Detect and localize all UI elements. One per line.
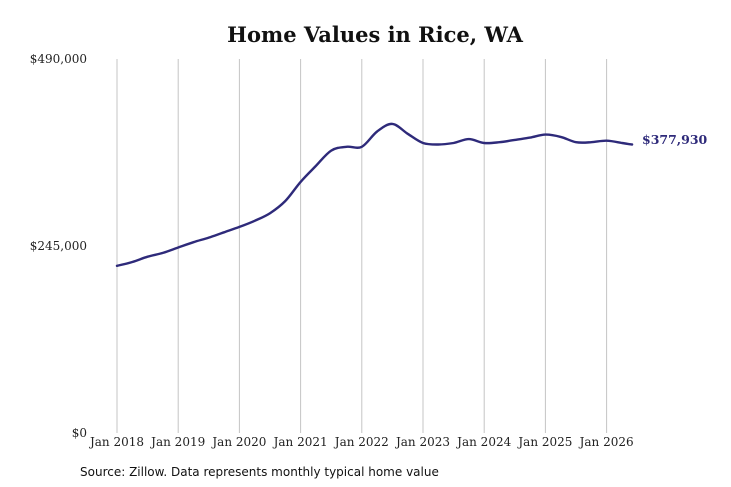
x-axis-tick-labels: Jan 2018 Jan 2019 Jan 2020 Jan 2021 Jan 2022… [88,435,634,449]
y-tick-label: $490,000 [30,52,87,66]
x-tick-label: Jan 2018 [88,435,144,449]
x-tick-label: Jan 2020 [210,435,266,449]
x-tick-label: Jan 2026 [578,435,634,449]
x-tick-label: Jan 2021 [272,435,328,449]
x-tick-label: Jan 2022 [333,435,389,449]
source-note: Source: Zillow. Data represents monthly … [80,465,439,479]
y-tick-label: $245,000 [30,239,87,253]
end-value-label: $377,930 [642,132,708,147]
y-tick-label: $0 [72,426,87,440]
y-axis-tick-labels: $0 $245,000 $490,000 [30,52,87,440]
chart-title: Home Values in Rice, WA [227,22,523,47]
x-tick-label: Jan 2019 [149,435,205,449]
grid-lines [116,59,608,433]
series-line [115,122,634,267]
x-tick-label: Jan 2024 [455,435,511,449]
x-tick-label: Jan 2023 [394,435,450,449]
x-tick-label: Jan 2025 [516,435,572,449]
